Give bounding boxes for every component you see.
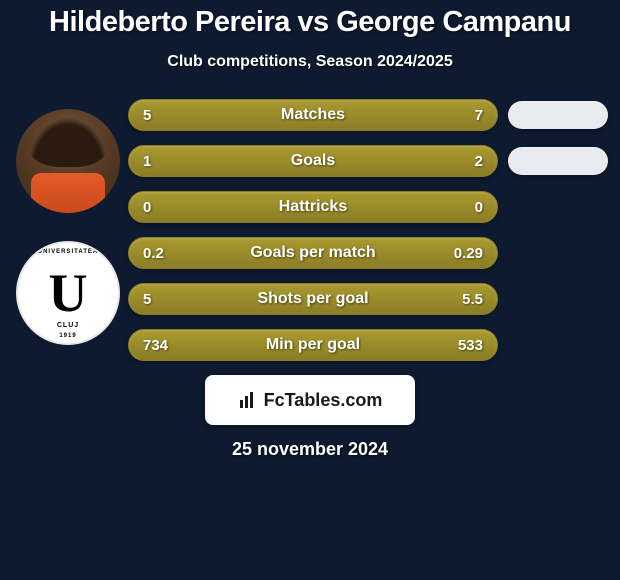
stat-value-left: 0: [143, 199, 179, 216]
stat-bar: 0Hattricks0: [128, 191, 498, 223]
club-top-text: UNIVERSITATEA: [18, 249, 118, 255]
avatars-column: U UNIVERSITATEA CLUJ 1919: [8, 99, 128, 345]
stat-label: Goals per match: [179, 244, 447, 262]
stat-row: 0.2Goals per match0.29: [128, 237, 608, 269]
stat-value-left: 734: [143, 337, 179, 354]
club-letter: U: [49, 269, 88, 318]
winner-pill: [508, 147, 608, 175]
stat-value-left: 5: [143, 291, 179, 308]
stat-bar: 0.2Goals per match0.29: [128, 237, 498, 269]
footer-date: 25 november 2024: [0, 439, 620, 460]
winner-pill: [508, 101, 608, 129]
stat-value-right: 5.5: [447, 291, 483, 308]
stat-label: Min per goal: [179, 336, 447, 354]
stat-label: Matches: [179, 106, 447, 124]
comparison-card: Hildeberto Pereira vs George Campanu Clu…: [0, 0, 620, 580]
stat-row: 5Matches7: [128, 99, 608, 131]
bars-icon: [238, 390, 258, 410]
stat-bar: 5Matches7: [128, 99, 498, 131]
stat-value-right: 0.29: [447, 245, 483, 262]
stat-row: 5Shots per goal5.5: [128, 283, 608, 315]
stat-row: 1Goals2: [128, 145, 608, 177]
stat-label: Goals: [179, 152, 447, 170]
footer-logo[interactable]: FcTables.com: [205, 375, 415, 425]
player2-club-crest: U UNIVERSITATEA CLUJ 1919: [16, 241, 120, 345]
stat-bar: 734Min per goal533: [128, 329, 498, 361]
stat-value-left: 0.2: [143, 245, 179, 262]
main-area: U UNIVERSITATEA CLUJ 1919 5Matches71Goal…: [0, 99, 620, 361]
stats-rows: 5Matches71Goals20Hattricks00.2Goals per …: [128, 99, 620, 361]
club-bottom-text: CLUJ: [18, 322, 118, 329]
stat-label: Shots per goal: [179, 290, 447, 308]
club-year: 1919: [18, 333, 118, 339]
stat-bar: 1Goals2: [128, 145, 498, 177]
stat-value-right: 533: [447, 337, 483, 354]
page-title: Hildeberto Pereira vs George Campanu: [0, 6, 620, 39]
stat-bar: 5Shots per goal5.5: [128, 283, 498, 315]
stat-value-right: 7: [447, 107, 483, 124]
stat-value-left: 5: [143, 107, 179, 124]
stat-value-right: 2: [447, 153, 483, 170]
footer-logo-text: FcTables.com: [264, 390, 383, 411]
subtitle: Club competitions, Season 2024/2025: [0, 53, 620, 71]
stat-value-right: 0: [447, 199, 483, 216]
stat-row: 734Min per goal533: [128, 329, 608, 361]
player1-avatar: [16, 109, 120, 213]
stat-label: Hattricks: [179, 198, 447, 216]
stat-value-left: 1: [143, 153, 179, 170]
stat-row: 0Hattricks0: [128, 191, 608, 223]
